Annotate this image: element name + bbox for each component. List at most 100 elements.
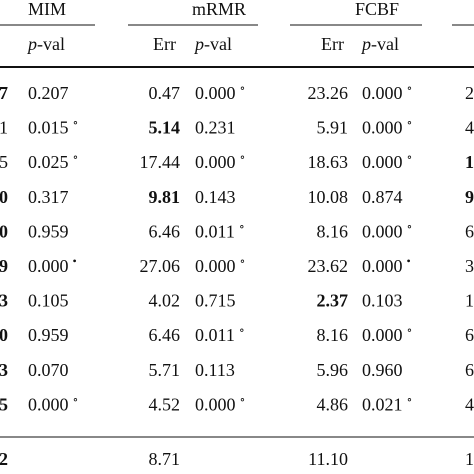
cell: 1 <box>465 449 474 469</box>
cell-value: 5.14 <box>149 118 181 138</box>
significance-mark: ∘ <box>407 81 413 95</box>
significance-mark: ∘ <box>239 323 245 337</box>
cell: 0 <box>0 187 8 207</box>
cell-value: 0.000 <box>195 395 236 415</box>
cell-value: 0 <box>0 222 8 242</box>
cell-value: 4 <box>465 118 474 138</box>
significance-mark: ∘ <box>407 115 413 129</box>
significance-mark: ∘ <box>407 392 413 406</box>
cell-value: 4 <box>465 395 474 415</box>
significance-mark: ∘ <box>239 219 245 233</box>
cell: 0.000 • <box>362 254 411 276</box>
column-header: p-val <box>193 34 232 54</box>
cell-value: 6.46 <box>149 325 181 345</box>
cell-value: 0.021 <box>362 395 403 415</box>
cell: 0.000 ∘ <box>28 392 78 414</box>
significance-mark: ∘ <box>73 115 79 129</box>
cell: 3 <box>0 291 8 311</box>
cell-value: 0.960 <box>362 360 403 380</box>
column-header: Err <box>321 34 344 54</box>
cell: 5.91 <box>317 118 349 138</box>
cell-value: 4.02 <box>149 291 181 311</box>
cell-value: 2 <box>0 449 8 469</box>
cell: 0.000 • <box>28 254 77 276</box>
cell: 0.000 ∘ <box>195 254 245 276</box>
cell-value: 9 <box>0 256 8 276</box>
column-header: p-val <box>360 34 399 54</box>
cell: 5.96 <box>317 360 349 380</box>
cell: 0.011 ∘ <box>195 323 245 345</box>
cell-value: 8.16 <box>317 325 349 345</box>
cell-value: 0.000 <box>362 118 403 138</box>
significance-mark: ∘ <box>407 219 413 233</box>
cell: 9 <box>465 187 474 207</box>
cell-value: 6 <box>465 325 474 345</box>
cell: 6 <box>465 325 474 345</box>
cell-value: 0.000 <box>362 222 403 242</box>
cell: 0.47 <box>149 83 181 103</box>
cell-value: 4.52 <box>149 395 181 415</box>
cell: 4 <box>465 395 474 415</box>
cell-value: 6.46 <box>149 222 181 242</box>
cell: 0.000 ∘ <box>362 81 412 103</box>
cell: 0.317 <box>28 187 69 207</box>
cell-value: 0.000 <box>362 256 403 276</box>
cell-value: 0.000 <box>362 152 403 172</box>
cell: 2 <box>0 449 8 469</box>
cell: 0.105 <box>28 291 69 311</box>
cell: 3 <box>465 256 474 276</box>
cell-value: 0 <box>0 187 8 207</box>
significance-mark: ∘ <box>240 81 246 95</box>
cell-value: 0.959 <box>28 325 69 345</box>
cell: 8.71 <box>149 449 181 469</box>
column-header: p-val <box>26 34 65 54</box>
cell: 6.46 <box>149 325 181 345</box>
group-header: MIM <box>28 0 66 19</box>
cell: 10.08 <box>308 187 349 207</box>
cell-value: 3 <box>0 360 8 380</box>
cell-value: 11.10 <box>308 449 348 469</box>
significance-mark: ∘ <box>407 323 413 337</box>
cell: 0.231 <box>195 118 236 138</box>
cell: 6 <box>465 222 474 242</box>
cell: 4.52 <box>149 395 181 415</box>
cell: 0.959 <box>28 325 69 345</box>
cell-value: 0.070 <box>28 360 69 380</box>
cell: 0.959 <box>28 222 69 242</box>
cell: 4.86 <box>317 395 349 415</box>
cell-value: 0.000 <box>28 395 69 415</box>
cell: 4.02 <box>149 291 181 311</box>
cell-value: 1 <box>465 291 474 311</box>
cell: 6 <box>465 360 474 380</box>
cell-value: 0.113 <box>195 360 235 380</box>
cell: 2 <box>465 83 474 103</box>
cell: 0.103 <box>362 291 403 311</box>
cell: 0.960 <box>362 360 403 380</box>
cell: 4 <box>465 118 474 138</box>
cell-value: 0.011 <box>195 222 235 242</box>
significance-mark: ∘ <box>240 150 246 164</box>
group-header: mRMR <box>192 0 246 19</box>
cell-value: 0.317 <box>28 187 69 207</box>
significance-mark: ∘ <box>240 392 246 406</box>
cell: 18.63 <box>308 152 349 172</box>
cell-value: 5 <box>0 395 8 415</box>
cell: 8.16 <box>317 325 349 345</box>
cell: 0.021 ∘ <box>362 392 412 414</box>
cell: 27.06 <box>140 256 181 276</box>
cell-value: 4.86 <box>317 395 349 415</box>
cell: 0.070 <box>28 360 69 380</box>
cell: 17.44 <box>140 152 181 172</box>
cell: 1 <box>465 152 474 172</box>
column-header: Err <box>153 34 176 54</box>
cell-value: 6 <box>465 222 474 242</box>
cell: 9 <box>0 256 8 276</box>
cell: 0.000 ∘ <box>362 150 412 172</box>
cell-value: 7 <box>0 83 8 103</box>
significance-mark: ∘ <box>407 150 413 164</box>
cell: 0.000 ∘ <box>362 115 412 137</box>
cell: 0.011 ∘ <box>195 219 245 241</box>
cell: 5 <box>0 152 8 172</box>
cell-value: 1 <box>465 449 474 469</box>
cell: 0.715 <box>195 291 236 311</box>
